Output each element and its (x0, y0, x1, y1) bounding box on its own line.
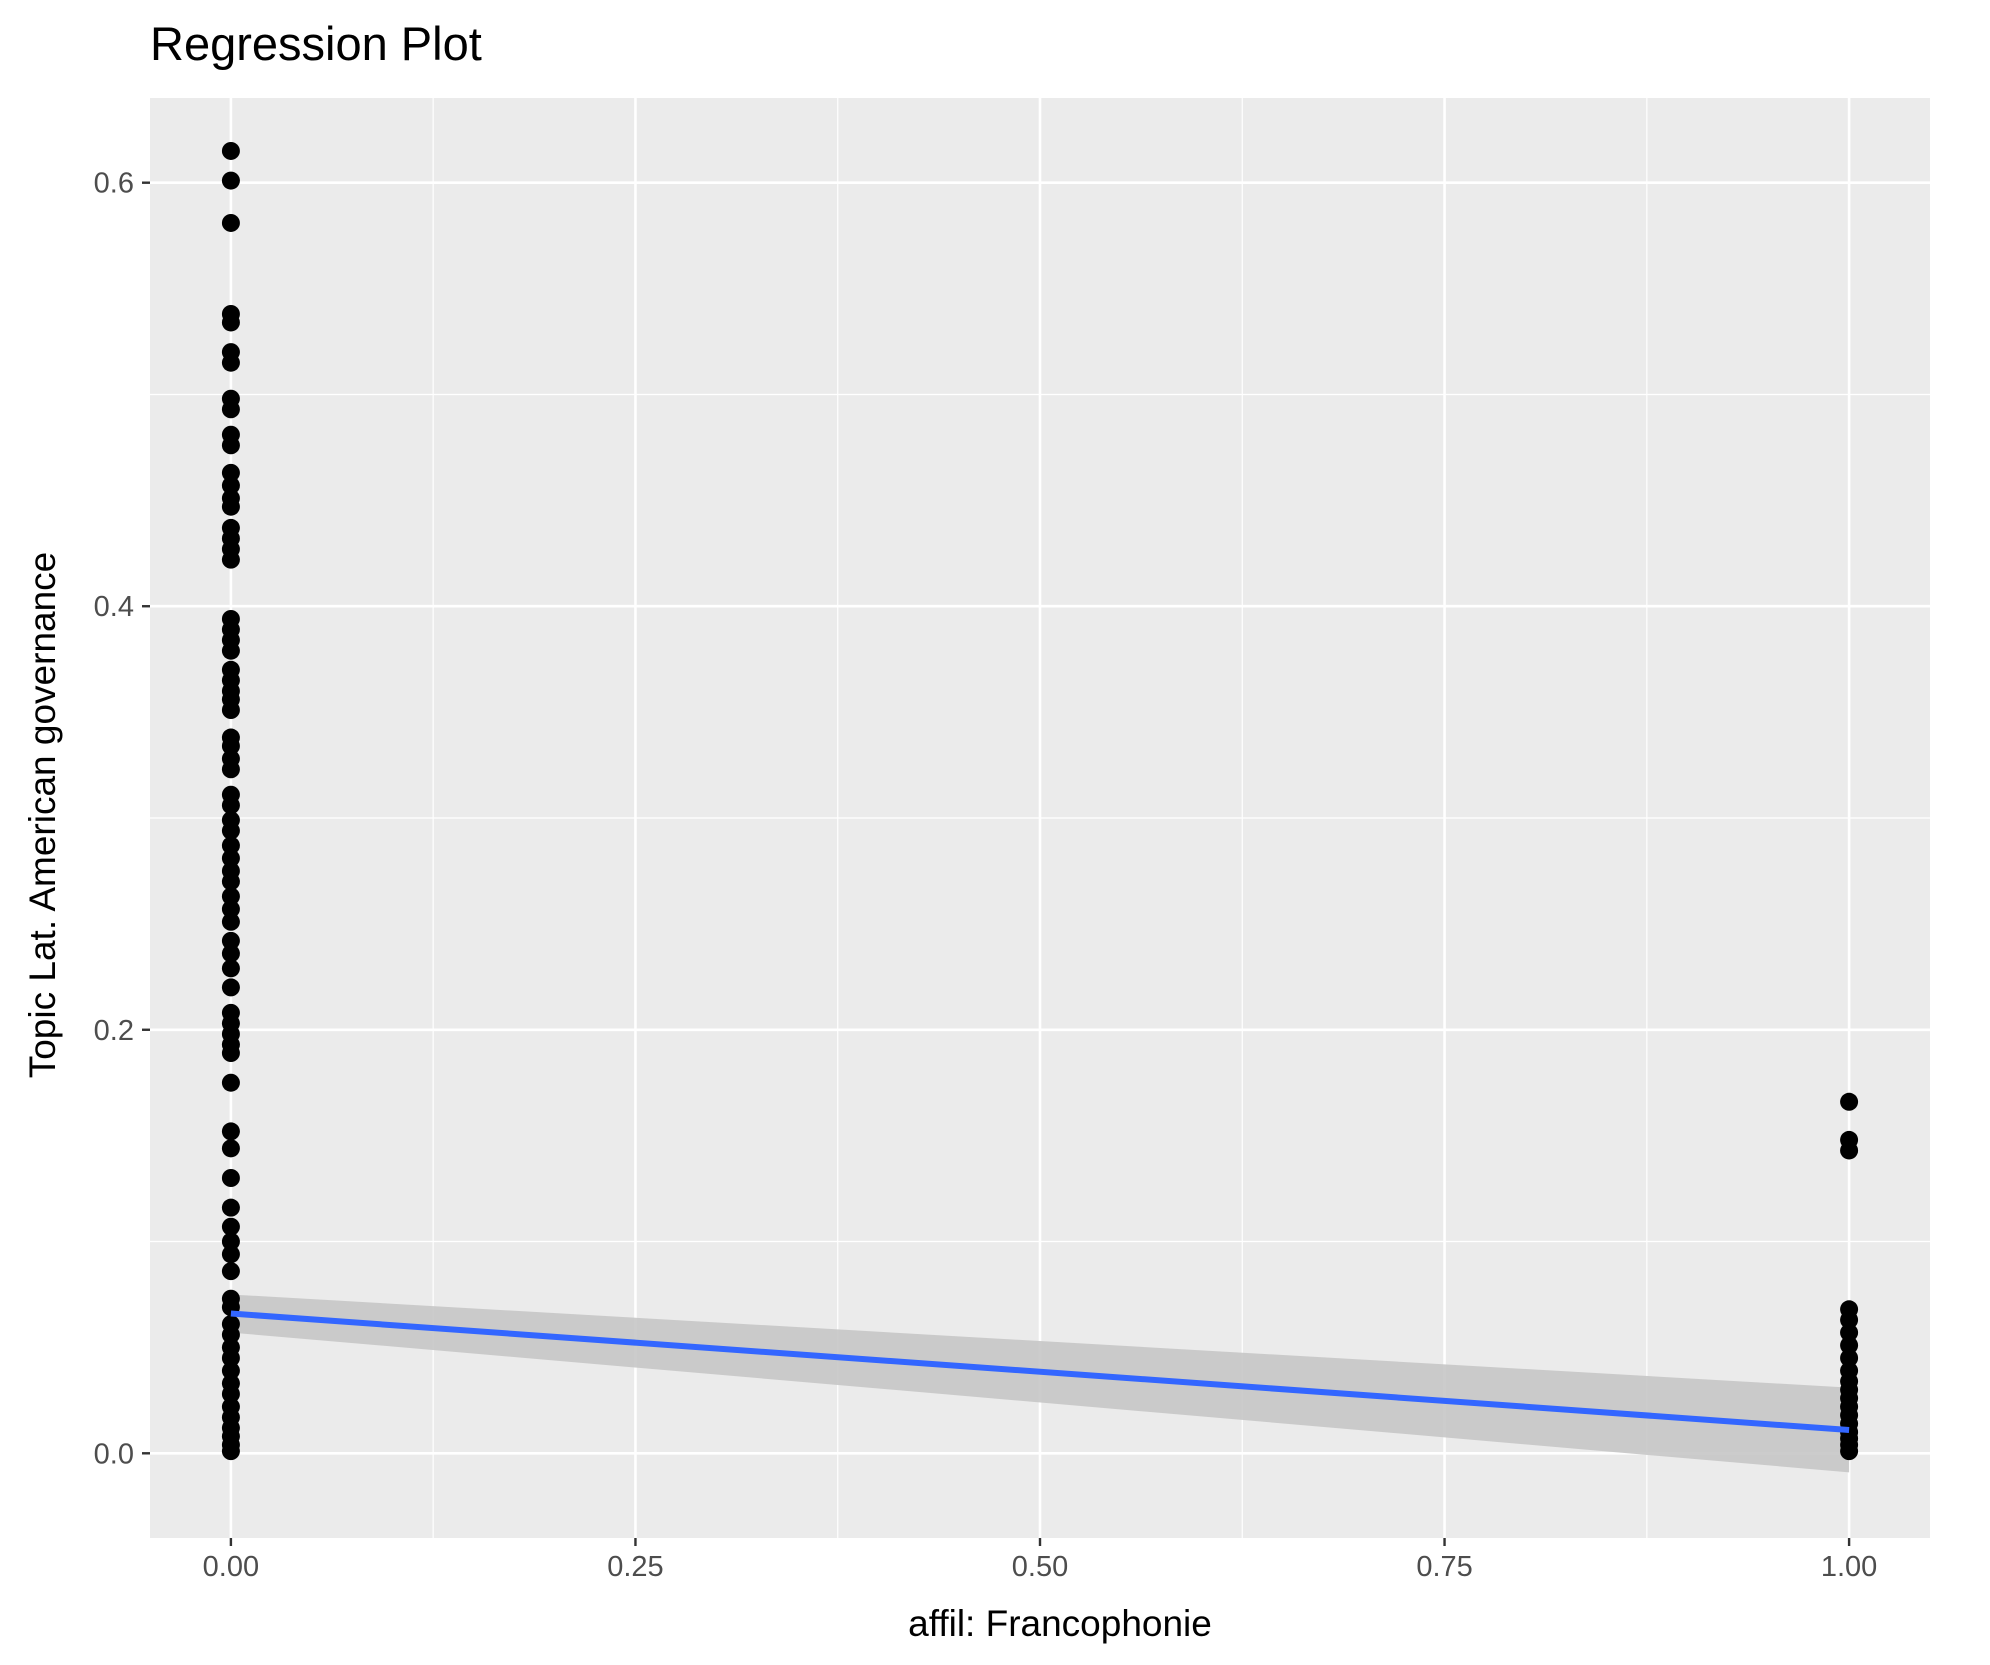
data-point (1840, 1349, 1859, 1367)
x-axis: 0.00 0.25 0.50 0.75 1.00 (203, 1538, 1877, 1583)
data-point (221, 836, 240, 855)
x-tick-label: 1.00 (1821, 1551, 1877, 1583)
data-point (221, 1217, 240, 1236)
data-point (221, 931, 240, 950)
y-tick-label: 0.2 (94, 1015, 134, 1047)
regression-line-layer (230, 1310, 1850, 1433)
data-point (221, 1361, 240, 1380)
data-point (221, 550, 240, 569)
data-point (221, 1169, 240, 1187)
y-axis-title: Topic Lat. American governance (22, 552, 63, 1079)
data-point (221, 701, 240, 719)
data-point (221, 1245, 240, 1264)
data-point (221, 944, 240, 963)
y-tick-label: 0.4 (94, 591, 134, 623)
regression-line (230, 1310, 1850, 1433)
data-point (221, 1442, 240, 1461)
data-point (1840, 1310, 1859, 1329)
data-point (221, 313, 240, 332)
data-point (221, 900, 240, 919)
data-point (221, 463, 240, 482)
x-tick-label: 0.75 (1416, 1551, 1472, 1583)
confidence-band (230, 1294, 1850, 1473)
data-point (221, 849, 240, 868)
data-point (221, 887, 240, 906)
data-point (1840, 1442, 1859, 1461)
data-point (221, 436, 240, 455)
y-axis: 0.0 0.2 0.4 0.6 (94, 168, 150, 1470)
data-point (221, 1349, 240, 1367)
y-tick-label: 0.6 (94, 168, 134, 200)
data-point (221, 912, 240, 931)
data-point (221, 1325, 240, 1344)
data-point (221, 400, 240, 419)
data-point (1840, 1092, 1859, 1111)
data-point (221, 1232, 240, 1251)
x-tick-label: 0.25 (607, 1551, 663, 1583)
data-point (221, 1198, 240, 1217)
x-axis-title: affil: Francophonie (908, 1603, 1212, 1644)
data-point (221, 641, 240, 660)
data-point (221, 796, 240, 815)
y-tick-label: 0.0 (94, 1438, 134, 1470)
data-point (221, 978, 240, 997)
data-point (221, 760, 240, 779)
data-point (221, 1122, 240, 1141)
data-point (1840, 1141, 1859, 1160)
data-point (221, 1073, 240, 1092)
scatter-points (221, 141, 1859, 1461)
data-point (221, 872, 240, 891)
chart-title: Regression Plot (150, 17, 482, 70)
data-point (221, 497, 240, 516)
data-point (221, 1262, 240, 1281)
x-tick-label: 0.50 (1012, 1551, 1068, 1583)
data-point (221, 821, 240, 840)
data-point (221, 1385, 240, 1403)
data-point (221, 353, 240, 372)
x-tick-label: 0.00 (203, 1551, 259, 1583)
data-point (1840, 1323, 1859, 1342)
data-point (221, 141, 240, 160)
data-point (221, 1044, 240, 1063)
data-point (221, 1139, 240, 1158)
data-point (1840, 1336, 1859, 1355)
data-point (221, 476, 240, 495)
data-point (221, 213, 240, 232)
data-point (221, 737, 240, 755)
data-point (221, 171, 240, 190)
major-gridlines (150, 98, 1930, 1538)
confidence-band-layer (230, 1294, 1850, 1473)
data-point (221, 959, 240, 978)
